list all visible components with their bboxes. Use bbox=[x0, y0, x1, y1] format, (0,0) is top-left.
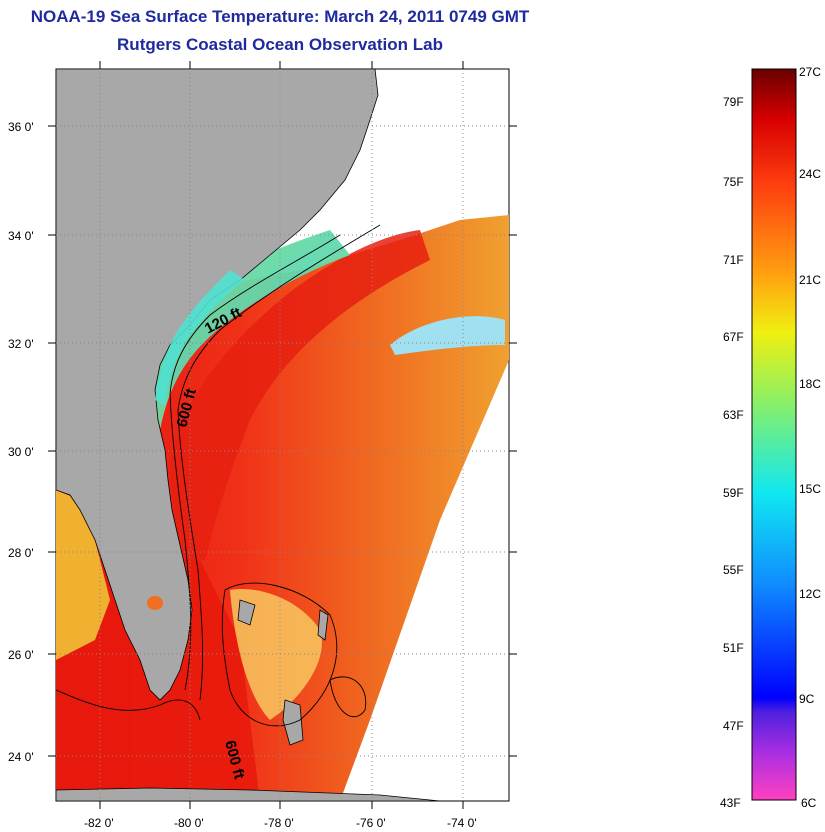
colorbar-f-67: 67F bbox=[723, 330, 744, 344]
lat-label-24: 24 0' bbox=[8, 750, 34, 764]
lat-label-32: 32 0' bbox=[8, 337, 34, 351]
colorbar-c-24: 24C bbox=[799, 167, 821, 181]
cuba-landmass bbox=[56, 787, 441, 801]
colorbar-c-18: 18C bbox=[799, 377, 821, 391]
cool-eddy bbox=[390, 316, 505, 355]
contour-florida-keys bbox=[56, 689, 201, 721]
gulf-stream-core bbox=[170, 230, 430, 560]
colorbar-f-75: 75F bbox=[723, 175, 744, 189]
coastal-band bbox=[155, 270, 245, 405]
colorbar-f-47: 47F bbox=[723, 719, 744, 733]
lat-label-26: 26 0' bbox=[8, 648, 34, 662]
colorbar-c-9: 9C bbox=[799, 692, 815, 706]
lat-label-30: 30 0' bbox=[8, 445, 34, 459]
lat-label-34: 34 0' bbox=[8, 229, 34, 243]
map-area: 120 ft 600 ft 600 ft bbox=[56, 69, 509, 801]
lon-label-78: -78 0' bbox=[264, 816, 294, 830]
us-landmass bbox=[56, 69, 379, 701]
lon-label-74: -74 0' bbox=[447, 816, 477, 830]
colorbar-f-71: 71F bbox=[723, 253, 744, 267]
colorbar-f-59: 59F bbox=[723, 486, 744, 500]
colorbar bbox=[751, 68, 797, 801]
map-subtitle: Rutgers Coastal Ocean Observation Lab bbox=[117, 35, 443, 54]
colorbar-c-15: 15C bbox=[799, 482, 821, 496]
colorbar-c-21: 21C bbox=[799, 273, 821, 287]
frame-ticks bbox=[48, 61, 517, 809]
lon-label-82: -82 0' bbox=[84, 816, 114, 830]
lat-label-36: 36 0' bbox=[8, 120, 34, 134]
bahamas-islands bbox=[237, 599, 329, 746]
lon-label-80: -80 0' bbox=[174, 816, 204, 830]
colorbar-c-12: 12C bbox=[799, 587, 821, 601]
contour-bahamas bbox=[221, 582, 367, 727]
contour-120ft bbox=[169, 234, 341, 691]
colorbar-f-55: 55F bbox=[723, 563, 744, 577]
lake-okeechobee bbox=[147, 596, 163, 610]
colorbar-f-79: 79F bbox=[723, 95, 744, 109]
map-title: NOAA-19 Sea Surface Temperature: March 2… bbox=[30, 7, 530, 26]
gulf-yellow bbox=[56, 490, 110, 660]
colorbar-f-43: 43F bbox=[720, 796, 741, 810]
lon-label-76: -76 0' bbox=[356, 816, 386, 830]
colorbar-f-51: 51F bbox=[723, 641, 744, 655]
lat-label-28: 28 0' bbox=[8, 546, 34, 560]
colorbar-f-63: 63F bbox=[723, 408, 744, 422]
colorbar-c-6: 6C bbox=[801, 796, 817, 810]
bahamas-shallows bbox=[230, 589, 322, 720]
colorbar-c-27: 27C bbox=[799, 65, 821, 79]
contour-600ft bbox=[177, 224, 381, 701]
